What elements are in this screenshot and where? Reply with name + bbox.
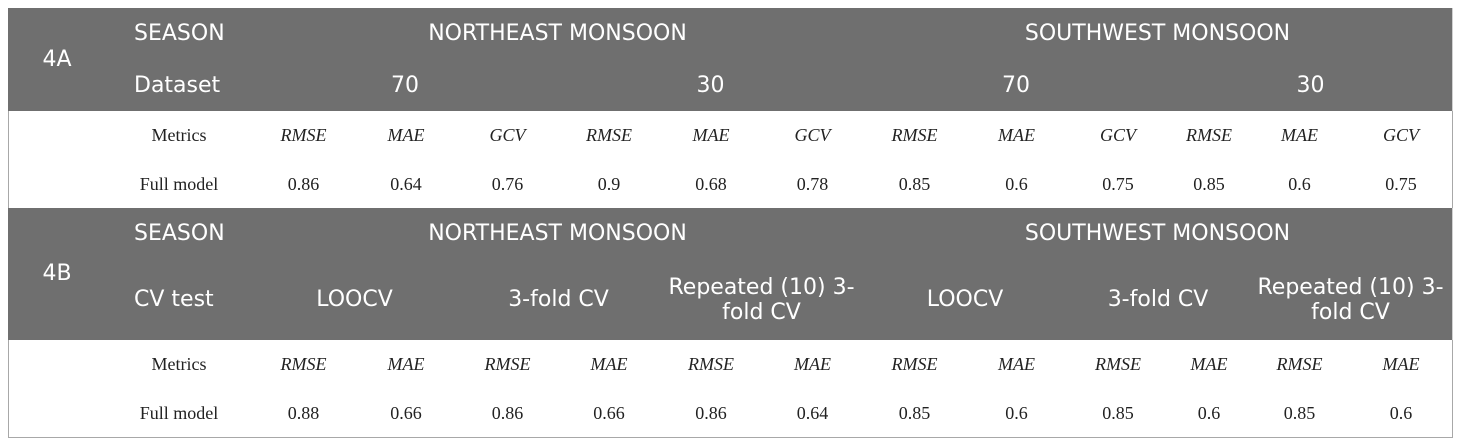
metric-name: MAE <box>660 111 763 161</box>
season-label: SEASON <box>106 8 253 61</box>
row-label: Metrics <box>106 340 253 390</box>
season-header: NORTHEAST MONSOON <box>252 208 864 261</box>
season-header: NORTHEAST MONSOON <box>252 8 864 61</box>
group-header: 70 <box>863 60 1170 112</box>
value-cell: 0.86 <box>457 389 559 438</box>
metric-name: MAE <box>1249 111 1351 161</box>
metric-name: RMSE <box>1067 340 1170 390</box>
metric-name: MAE <box>966 340 1068 390</box>
metric-name: RMSE <box>457 340 559 390</box>
season-header: SOUTHWEST MONSOON <box>863 208 1453 261</box>
row-label: Full model <box>106 389 253 438</box>
metric-name: RMSE <box>1249 340 1351 390</box>
metric-name: MAE <box>762 340 864 390</box>
row-label: CV test <box>106 260 253 341</box>
group-header: 3-fold CV <box>1067 260 1250 341</box>
row-label: Dataset <box>106 60 253 112</box>
value-cell: 0.85 <box>1249 389 1351 438</box>
value-cell: 0.66 <box>355 389 458 438</box>
metric-name: MAE <box>355 340 458 390</box>
value-cell: 0.64 <box>355 160 458 209</box>
metric-name: RMSE <box>252 111 356 161</box>
metric-name: MAE <box>966 111 1068 161</box>
value-cell: 0.85 <box>863 160 967 209</box>
value-cell: 0.6 <box>1169 389 1250 438</box>
empty-cell <box>8 111 107 209</box>
metric-name: GCV <box>1350 111 1453 161</box>
group-header: Repeated (10) 3-fold CV <box>1249 260 1453 341</box>
value-cell: 0.86 <box>252 160 356 209</box>
value-cell: 0.6 <box>966 160 1068 209</box>
metric-name: RMSE <box>863 340 967 390</box>
value-cell: 0.68 <box>660 160 763 209</box>
metric-name: RMSE <box>252 340 356 390</box>
group-header: Repeated (10) 3-fold CV <box>660 260 864 341</box>
value-cell: 0.6 <box>1350 389 1453 438</box>
group-header: 30 <box>558 60 864 112</box>
metric-name: GCV <box>762 111 864 161</box>
metric-name: MAE <box>1169 340 1250 390</box>
metric-name: RMSE <box>558 111 661 161</box>
group-header: LOOCV <box>863 260 1068 341</box>
value-cell: 0.6 <box>1249 160 1351 209</box>
value-cell: 0.85 <box>1067 389 1170 438</box>
metric-name: MAE <box>558 340 661 390</box>
value-cell: 0.75 <box>1067 160 1170 209</box>
section-label: 4A <box>8 8 107 112</box>
value-cell: 0.85 <box>863 389 967 438</box>
metric-name: RMSE <box>660 340 763 390</box>
section-label: 4B <box>8 208 107 341</box>
metric-name: GCV <box>457 111 559 161</box>
metric-name: GCV <box>1067 111 1170 161</box>
metric-name: MAE <box>1350 340 1453 390</box>
value-cell: 0.66 <box>558 389 661 438</box>
value-cell: 0.9 <box>558 160 661 209</box>
group-header: LOOCV <box>252 260 458 341</box>
metric-name: MAE <box>355 111 458 161</box>
group-header: 70 <box>252 60 559 112</box>
group-header: 30 <box>1169 60 1453 112</box>
season-label: SEASON <box>106 208 253 261</box>
season-header: SOUTHWEST MONSOON <box>863 8 1453 61</box>
value-cell: 0.64 <box>762 389 864 438</box>
value-cell: 0.76 <box>457 160 559 209</box>
empty-cell <box>8 340 107 438</box>
value-cell: 0.6 <box>966 389 1068 438</box>
value-cell: 0.86 <box>660 389 763 438</box>
value-cell: 0.75 <box>1350 160 1453 209</box>
row-label: Full model <box>106 160 253 209</box>
group-header: 3-fold CV <box>457 260 661 341</box>
value-cell: 0.88 <box>252 389 356 438</box>
value-cell: 0.85 <box>1169 160 1250 209</box>
metric-name: RMSE <box>863 111 967 161</box>
metric-name: RMSE <box>1169 111 1250 161</box>
row-label: Metrics <box>106 111 253 161</box>
value-cell: 0.78 <box>762 160 864 209</box>
